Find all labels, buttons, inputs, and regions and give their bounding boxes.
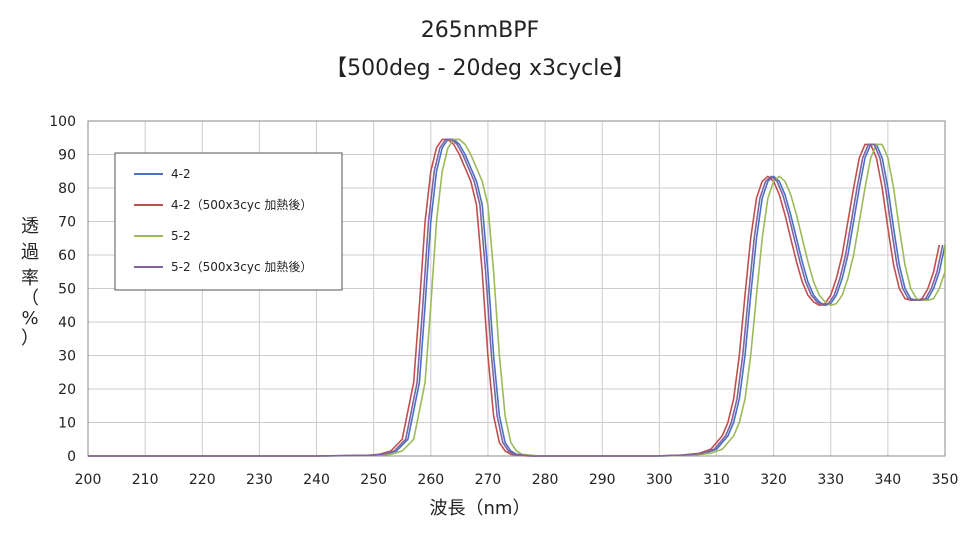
x-tick-label: 290 <box>589 472 616 488</box>
x-tick-label: 230 <box>246 472 273 488</box>
y-tick-labels: 0 10 20 30 40 50 60 70 80 90 100 <box>49 114 76 465</box>
y-tick-label: 60 <box>58 248 76 264</box>
x-tick-label: 200 <box>75 472 102 488</box>
legend-entry: 4-2（500x3cyc 加熱後） <box>171 198 312 212</box>
x-tick-label: 340 <box>874 472 901 488</box>
y-tick-label: 10 <box>58 416 76 432</box>
x-tick-label: 310 <box>703 472 730 488</box>
y-tick-label: 80 <box>58 181 76 197</box>
y-tick-label: 20 <box>58 382 76 398</box>
y-axis-label-char: 率 <box>21 268 39 289</box>
x-tick-label: 260 <box>417 472 444 488</box>
y-tick-label: 40 <box>58 315 76 331</box>
chart-subtitle: 【500deg - 20deg x3cycle】 <box>325 56 635 81</box>
legend-entry: 5-2 <box>171 229 191 243</box>
x-tick-label: 280 <box>532 472 559 488</box>
y-tick-label: 50 <box>58 282 76 298</box>
y-axis-label-char: 透 <box>21 216 39 237</box>
y-tick-label: 30 <box>58 349 76 365</box>
y-axis-label-char: （ <box>21 288 39 309</box>
y-tick-label: 90 <box>58 148 76 164</box>
legend: 4-2 4-2（500x3cyc 加熱後） 5-2 5-2（500x3cyc 加熱後） <box>114 152 343 291</box>
plot-frame <box>87 120 946 457</box>
legend-entry: 5-2（500x3cyc 加熱後） <box>171 260 312 274</box>
x-tick-labels: 200 210 220 230 240 250 260 270 280 290 300 310 320 3… <box>75 472 959 488</box>
x-tick-label: 250 <box>360 472 387 488</box>
x-tick-label: 220 <box>189 472 216 488</box>
legend-entry: 4-2 <box>171 167 191 181</box>
y-axis-label-char: % <box>21 308 38 329</box>
x-tick-label: 210 <box>132 472 159 488</box>
x-tick-label: 330 <box>817 472 844 488</box>
x-tick-label: 350 <box>932 472 959 488</box>
series-line-3 <box>88 138 946 457</box>
y-tick-label: 100 <box>49 114 76 130</box>
x-tick-label: 240 <box>303 472 330 488</box>
series-line-4 <box>88 138 944 457</box>
x-tick-label: 300 <box>646 472 673 488</box>
y-axis-label: 透過率（%） <box>21 216 39 349</box>
y-tick-label: 0 <box>67 449 76 465</box>
y-axis-label-char: 過 <box>21 242 39 263</box>
x-axis-label: 波長（nm） <box>430 498 531 519</box>
x-tick-label: 270 <box>475 472 502 488</box>
y-tick-label: 70 <box>58 215 76 231</box>
x-tick-label: 320 <box>760 472 787 488</box>
chart-title: 265nmBPF <box>420 18 540 43</box>
y-axis-label-char: ） <box>21 328 39 349</box>
series-lines <box>88 138 946 457</box>
